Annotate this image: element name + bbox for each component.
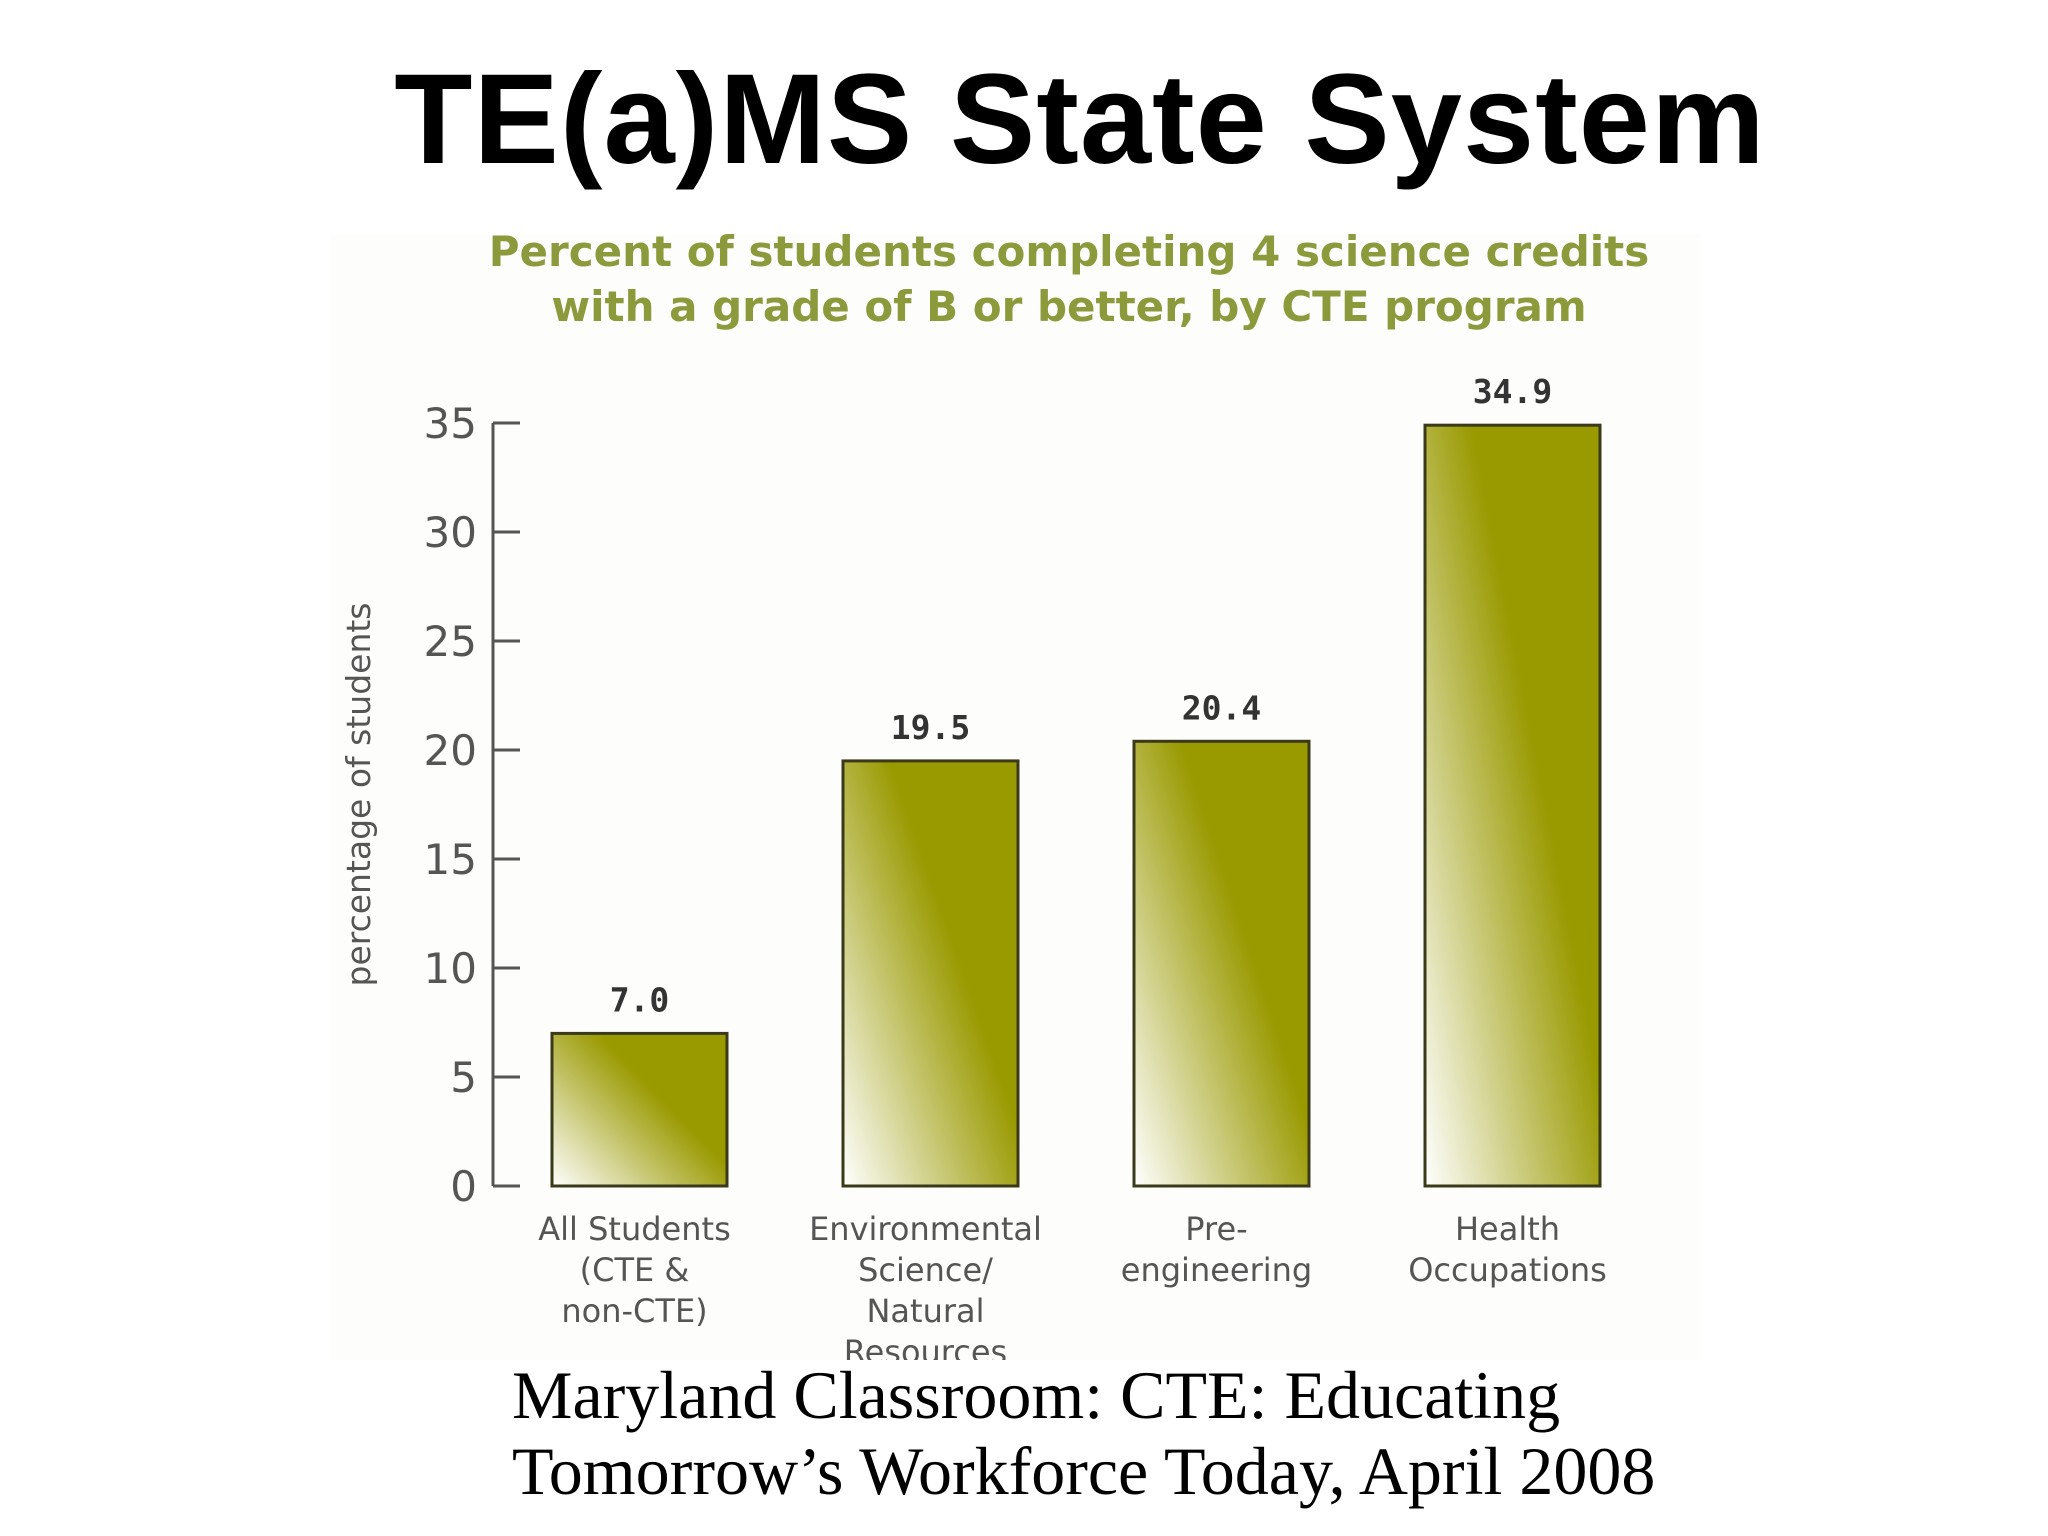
x-tick-label: Science/ bbox=[858, 1251, 993, 1289]
y-tick-label: 15 bbox=[424, 835, 477, 884]
x-tick-label: Resources bbox=[844, 1333, 1007, 1360]
x-axis-labels: All Students(CTE &non-CTE) EnvironmentalS… bbox=[538, 1210, 1607, 1360]
x-tick-label: All Students bbox=[538, 1210, 730, 1248]
bar bbox=[550, 1031, 729, 1188]
caption-line: Tomorrow’s Workforce Today, April 2008 bbox=[512, 1433, 1656, 1509]
chart-title: Percent of students completing 4 science… bbox=[489, 234, 1650, 331]
y-tick-label: 25 bbox=[424, 617, 477, 666]
bar-value-label: 7.0 bbox=[610, 980, 670, 1019]
bar-chart: Percent of students completing 4 science… bbox=[339, 234, 1650, 1360]
bars: 7.0 19.5 20.4 34.9 bbox=[550, 372, 1602, 1188]
slide-title: TE(a)MS State System bbox=[394, 48, 1766, 191]
source-caption: Maryland Classroom: CTE: Educating Tomor… bbox=[512, 1357, 2012, 1509]
bar bbox=[841, 759, 1020, 1188]
y-tick-label: 5 bbox=[450, 1053, 477, 1102]
x-tick-label: Pre- bbox=[1185, 1210, 1247, 1248]
y-tick-label: 0 bbox=[450, 1162, 477, 1211]
y-tick-label: 10 bbox=[424, 944, 477, 993]
x-tick-label: Health bbox=[1455, 1210, 1560, 1248]
y-axis: 0 5 10 15 20 25 30 35 percentage of students bbox=[339, 399, 520, 1211]
x-tick-label: Occupations bbox=[1408, 1251, 1607, 1289]
x-tick-label: engineering bbox=[1121, 1251, 1312, 1289]
bar bbox=[1132, 739, 1311, 1188]
y-tick-label: 30 bbox=[424, 508, 477, 557]
bar-value-label: 34.9 bbox=[1473, 372, 1552, 411]
bar bbox=[1423, 423, 1602, 1188]
bar-value-label: 20.4 bbox=[1182, 688, 1261, 727]
x-tick-label: non-CTE) bbox=[561, 1292, 707, 1330]
x-tick-label: Environmental bbox=[809, 1210, 1042, 1248]
caption-line: Maryland Classroom: CTE: Educating bbox=[512, 1357, 1561, 1433]
x-tick-label: (CTE & bbox=[580, 1251, 690, 1289]
bar-value-label: 19.5 bbox=[891, 708, 970, 747]
y-tick-label: 20 bbox=[424, 726, 477, 775]
chart-title-line: Percent of students completing 4 science… bbox=[489, 234, 1650, 276]
x-tick-label: Natural bbox=[866, 1292, 984, 1330]
y-axis-label: percentage of students bbox=[339, 603, 378, 987]
chart-panel: Percent of students completing 4 science… bbox=[330, 234, 1700, 1360]
chart-title-line: with a grade of B or better, by CTE prog… bbox=[551, 282, 1586, 331]
y-tick-label: 35 bbox=[424, 399, 477, 448]
